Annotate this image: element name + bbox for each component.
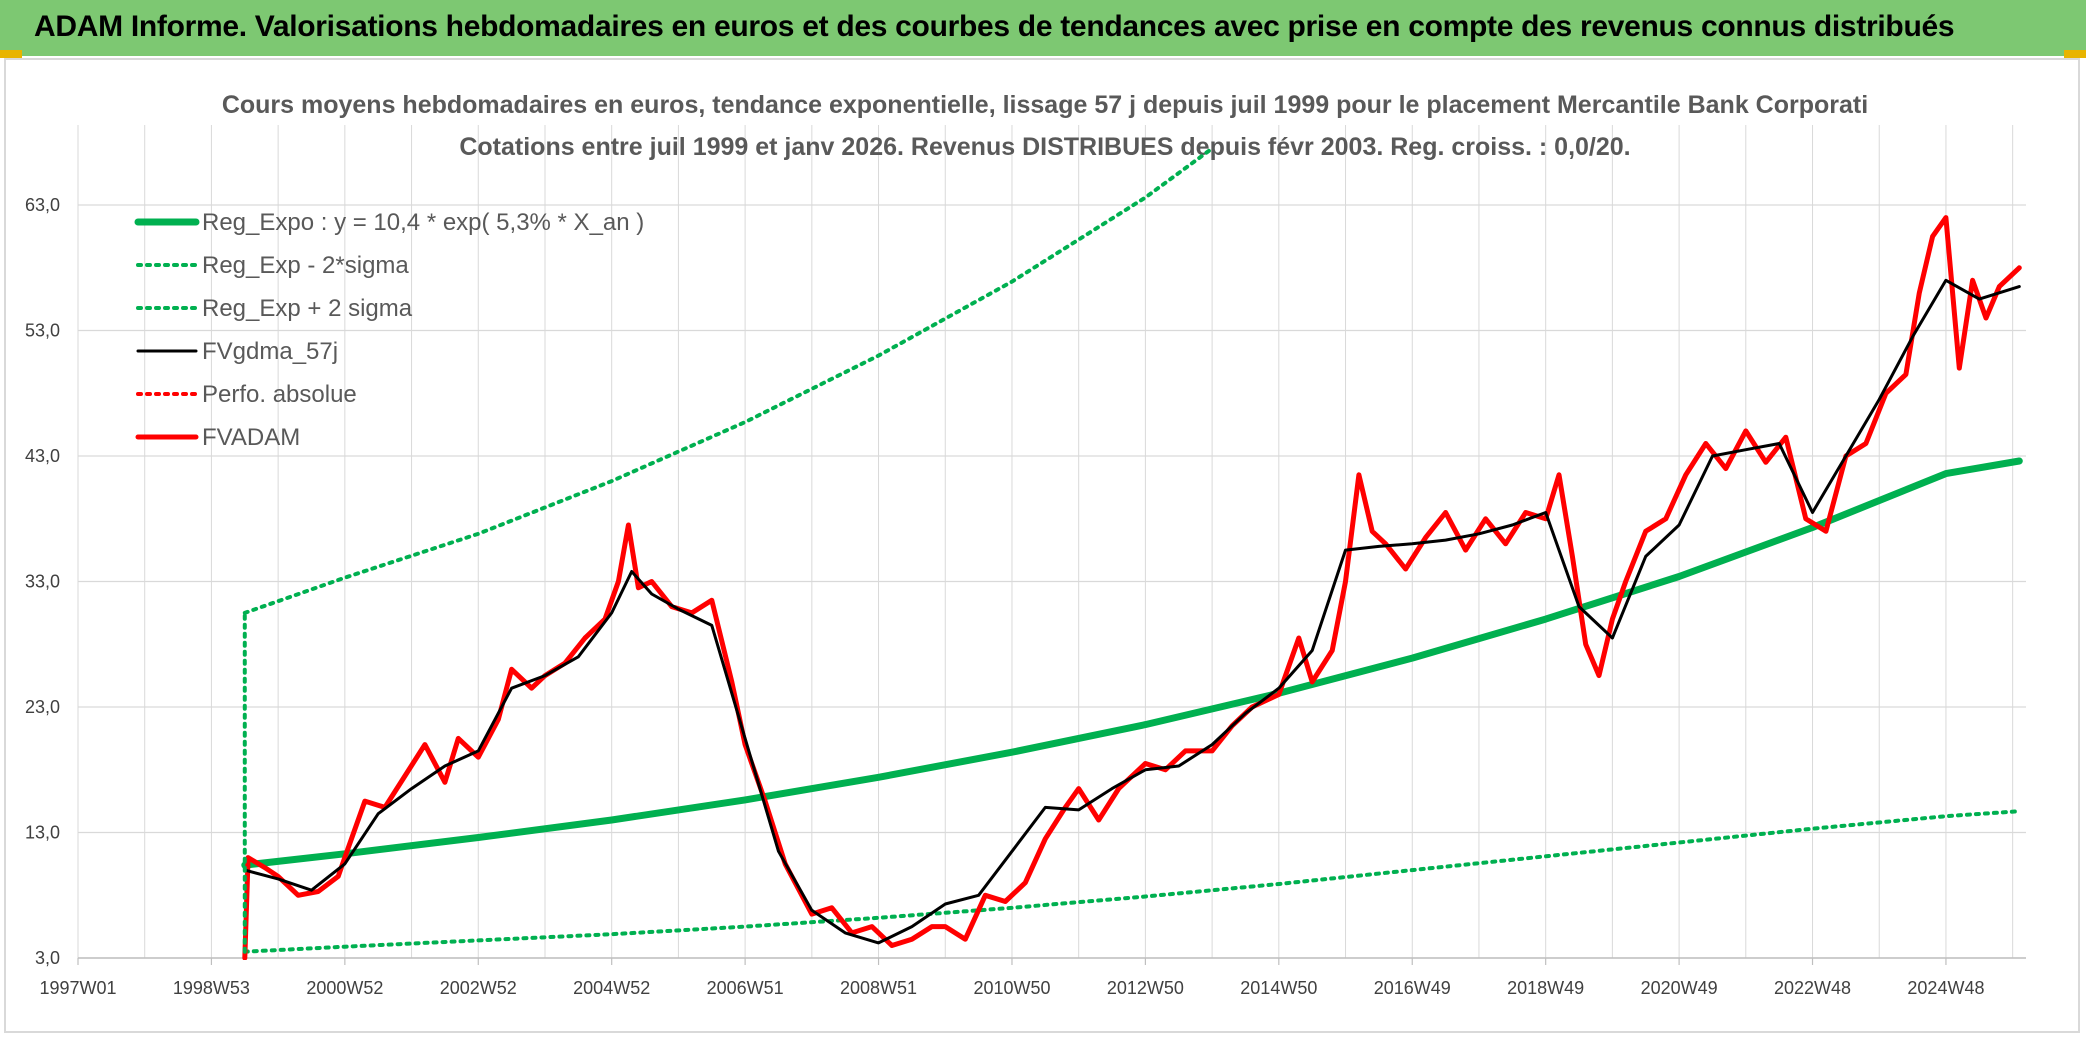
chart-title: Cours moyens hebdomadaires en euros, ten…	[222, 91, 1868, 119]
x-tick-label: 2010W50	[973, 978, 1050, 998]
legend-label: FVgdma_57j	[202, 338, 338, 365]
y-tick-label: 43,0	[25, 446, 60, 466]
x-tick-label: 2024W48	[1907, 978, 1984, 998]
x-tick-label: 2006W51	[707, 978, 784, 998]
y-tick-label: 23,0	[25, 697, 60, 717]
x-tick-label: 2020W49	[1641, 978, 1718, 998]
legend-label: Reg_Expo : y = 10,4 * exp( 5,3% * X_an )	[202, 209, 644, 236]
x-tick-label: 2004W52	[573, 978, 650, 998]
x-tick-label: 2022W48	[1774, 978, 1851, 998]
legend-label: Reg_Exp + 2 sigma	[202, 295, 413, 322]
series-line-0	[241, 457, 2023, 869]
y-tick-label: 13,0	[25, 823, 60, 843]
y-tick-label: 3,0	[35, 948, 60, 968]
series-line-5	[242, 215, 2022, 960]
header-banner	[0, 0, 2086, 56]
x-tick-label: 1997W01	[39, 978, 116, 998]
series-line-2	[242, 146, 1215, 615]
legend-label: Reg_Exp - 2*sigma	[202, 252, 409, 279]
y-tick-label: 63,0	[25, 195, 60, 215]
y-tick-label: 33,0	[25, 572, 60, 592]
x-tick-label: 2008W51	[840, 978, 917, 998]
banner-right-marker	[2064, 50, 2086, 58]
x-tick-label: 2000W52	[306, 978, 383, 998]
legend-label: Perfo. absolue	[202, 381, 357, 408]
page-title: ADAM Informe. Valorisations hebdomadaire…	[34, 10, 1955, 43]
x-axis-ticks: 1997W01 1998W53 2000W52 2002W52 2004W52 2006W…	[39, 958, 1984, 998]
banner-left-marker	[0, 50, 22, 58]
x-tick-label: 2014W50	[1240, 978, 1317, 998]
chart-frame	[4, 58, 2080, 1033]
legend: Reg_Expo : y = 10,4 * exp( 5,3% * X_an )…	[134, 209, 644, 451]
x-tick-label: 2016W49	[1374, 978, 1451, 998]
legend-label: FVADAM	[202, 424, 300, 451]
series-line-3	[243, 278, 2021, 945]
x-tick-label: 2002W52	[440, 978, 517, 998]
chart-grid	[77, 125, 2026, 959]
x-tick-label: 2018W49	[1507, 978, 1584, 998]
y-tick-label: 53,0	[25, 321, 60, 341]
x-tick-label: 2012W50	[1107, 978, 1184, 998]
y-axis-ticks: 3,0 13,0 23,0 33,0 43,0 53,0 63,0	[25, 195, 60, 968]
series-layer	[241, 146, 2023, 960]
chart-subtitle: Cotations entre juil 1999 et janv 2026. …	[459, 133, 1630, 161]
series-line-1	[242, 809, 2022, 954]
x-tick-label: 1998W53	[173, 978, 250, 998]
